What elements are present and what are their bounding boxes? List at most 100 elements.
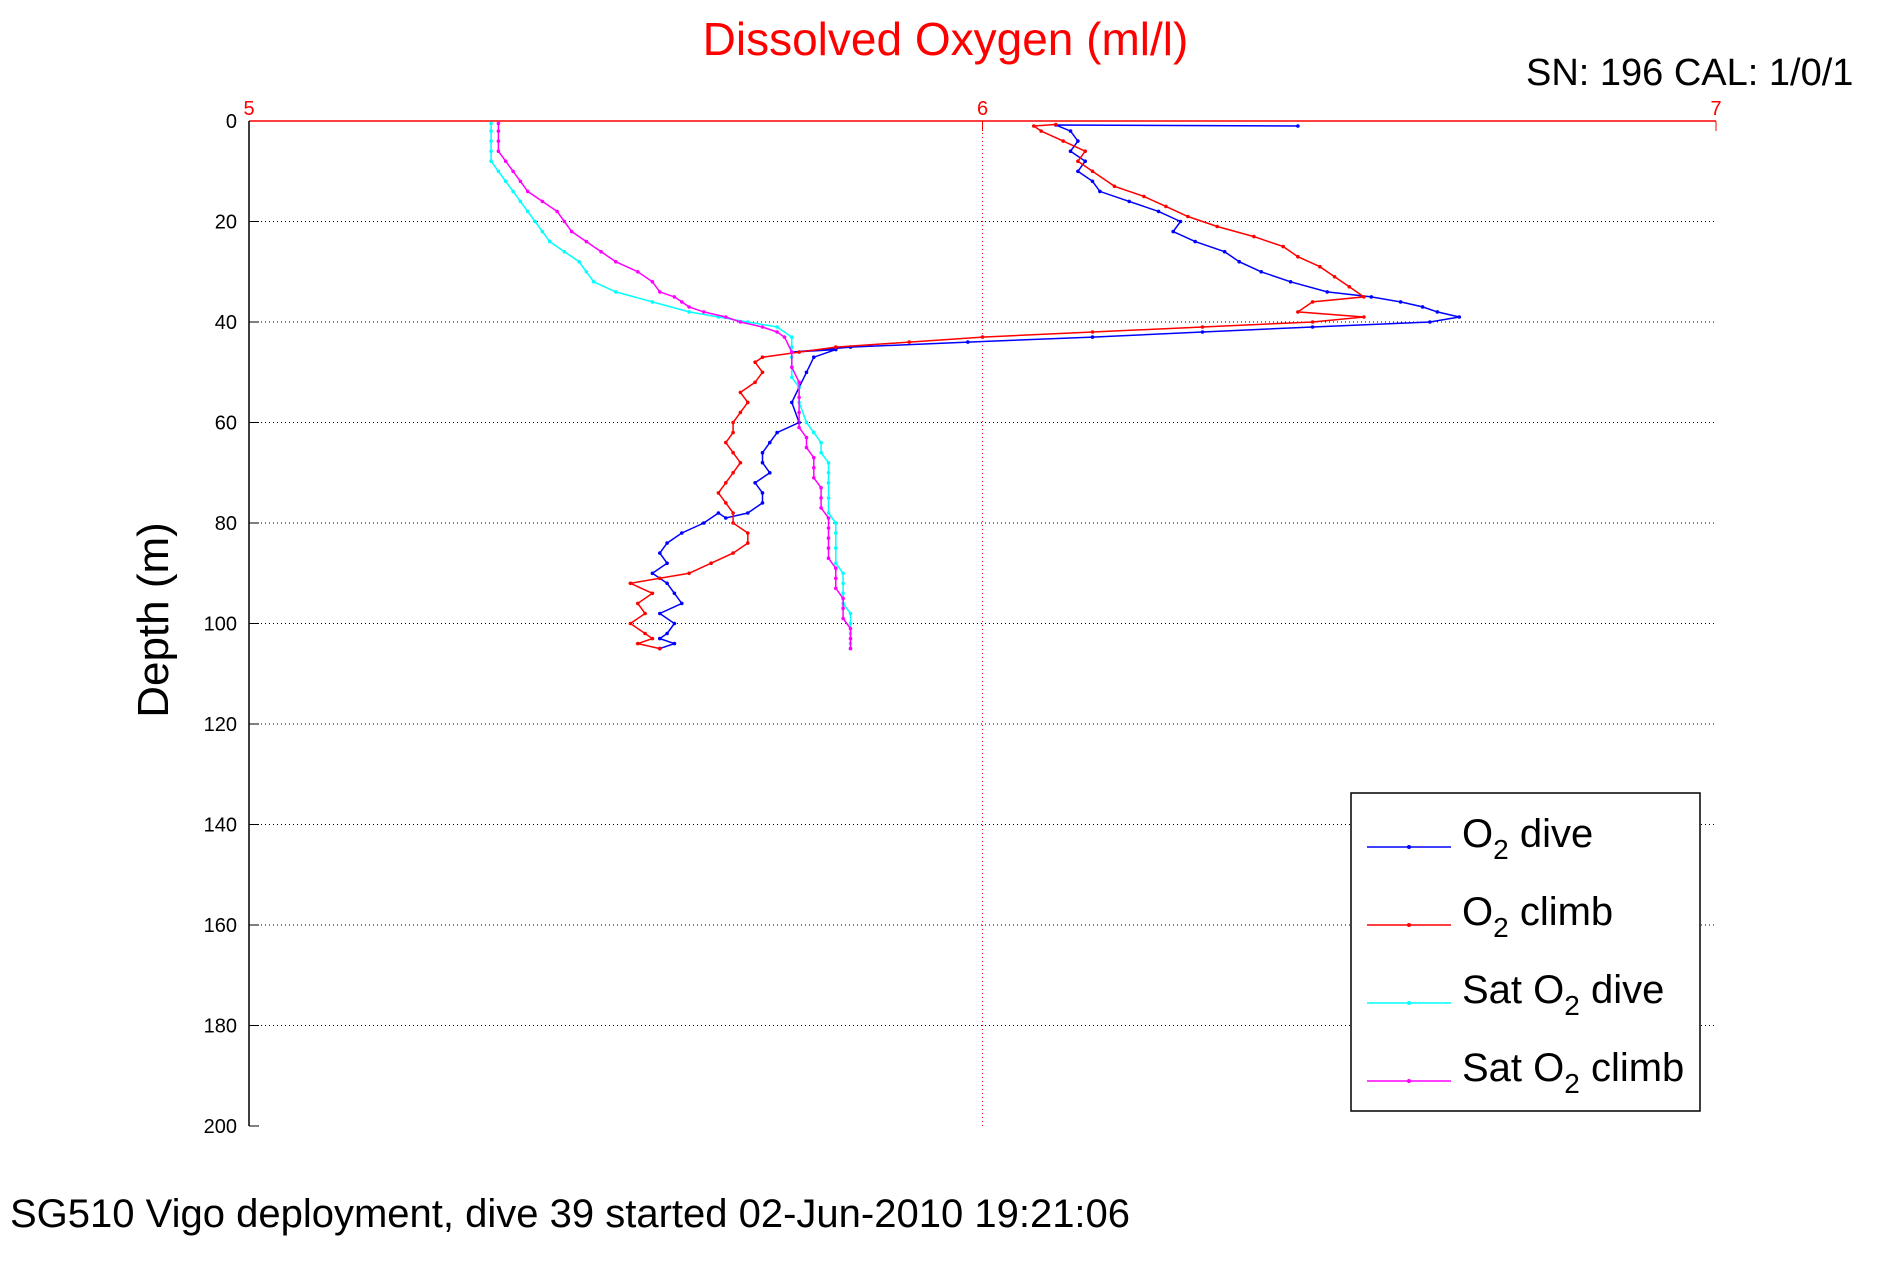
series-point — [1090, 335, 1095, 339]
series-point — [1296, 254, 1300, 259]
series-point — [812, 465, 816, 470]
series-point — [1054, 122, 1058, 127]
series-point — [650, 591, 655, 596]
series-point — [724, 516, 728, 520]
series-4 — [496, 121, 853, 651]
series-point — [738, 320, 743, 324]
series-point — [1296, 124, 1300, 128]
series-point — [518, 179, 523, 184]
series-point — [790, 365, 794, 370]
series-point — [1398, 300, 1403, 304]
series-point — [760, 355, 765, 360]
series-point — [834, 531, 838, 535]
series-point — [562, 219, 567, 224]
series-point — [826, 556, 831, 560]
series-point — [1237, 259, 1241, 264]
series-point — [966, 340, 970, 344]
series-point — [775, 325, 779, 329]
series-point — [680, 601, 684, 606]
series-point — [834, 576, 838, 581]
series-point — [636, 601, 640, 606]
series-point — [797, 410, 801, 415]
series-line — [490, 123, 852, 649]
series-point — [525, 189, 530, 194]
series-point — [980, 335, 985, 339]
series-point — [1090, 169, 1095, 174]
series-point — [804, 370, 809, 375]
series-point — [650, 571, 655, 576]
series-point — [790, 375, 794, 380]
y-tick-label: 120 — [204, 714, 237, 736]
series-point — [724, 440, 728, 445]
series-point — [826, 536, 831, 540]
y-tick-label: 180 — [204, 1016, 237, 1038]
series-point — [709, 561, 713, 565]
series-point — [760, 460, 765, 465]
series-point — [848, 626, 853, 631]
series-point — [731, 471, 735, 475]
series-point — [591, 280, 596, 284]
series-point — [797, 350, 801, 354]
series-point — [790, 350, 794, 354]
legend-label: Sat O2 climb — [1462, 1046, 1684, 1099]
series-point — [672, 295, 677, 299]
series-2 — [627, 122, 1367, 651]
series-point — [841, 571, 845, 576]
series-point — [1083, 149, 1087, 153]
series-point — [503, 179, 508, 184]
legend: O2 dive O2 climb Sat O2 dive Sat O2 climb — [1350, 792, 1701, 1112]
series-point — [1142, 194, 1146, 199]
series-point — [1310, 325, 1315, 329]
series-point — [1318, 264, 1322, 269]
legend-label: O2 climb — [1462, 890, 1613, 943]
axes-layer: 0 20 40 60 80 100 120 140 160 180 200 5 6 7 — [204, 98, 1722, 1138]
series-point — [848, 636, 853, 641]
series-point — [841, 596, 845, 601]
series-point — [797, 425, 801, 430]
series-point — [746, 511, 750, 515]
series-point — [1347, 285, 1352, 289]
series-point — [584, 239, 589, 244]
series-point — [775, 330, 779, 334]
series-point — [1428, 320, 1432, 324]
series-point — [746, 531, 750, 535]
series-point — [1039, 129, 1043, 133]
series-point — [489, 129, 493, 133]
series-point — [1369, 295, 1374, 299]
series-point — [1171, 229, 1175, 234]
series-point — [760, 491, 765, 495]
y-tick-label: 0 — [226, 111, 237, 133]
series-point — [665, 581, 669, 586]
footer-caption: SG510 Vigo deployment, dive 39 started 0… — [10, 1192, 1131, 1236]
series-point — [658, 576, 662, 581]
series-point — [1156, 209, 1161, 214]
series-point — [760, 325, 765, 329]
legend-marker — [1407, 1001, 1411, 1005]
series-point — [738, 390, 743, 395]
series-point — [1332, 275, 1337, 279]
series-point — [562, 249, 567, 254]
series-point — [680, 300, 684, 304]
series-point — [848, 611, 853, 616]
series-point — [658, 646, 662, 651]
series-point — [826, 526, 831, 530]
series-point — [496, 169, 501, 174]
series-point — [650, 636, 655, 641]
series-point — [716, 491, 721, 495]
series-point — [628, 621, 633, 626]
series-point — [731, 450, 735, 455]
series-point — [643, 611, 647, 616]
series-point — [826, 511, 831, 515]
series-point — [1296, 310, 1300, 314]
series-point — [672, 641, 677, 646]
series-point — [614, 259, 618, 264]
series-point — [1420, 305, 1425, 309]
series-point — [540, 229, 545, 234]
series-point — [804, 435, 809, 440]
series-point — [1061, 139, 1065, 143]
serial-calibration-label: SN: 196 CAL: 1/0/1 — [1526, 52, 1854, 94]
series-point — [731, 420, 735, 425]
x-tick-label: 6 — [977, 98, 988, 120]
series-point — [1435, 310, 1440, 314]
